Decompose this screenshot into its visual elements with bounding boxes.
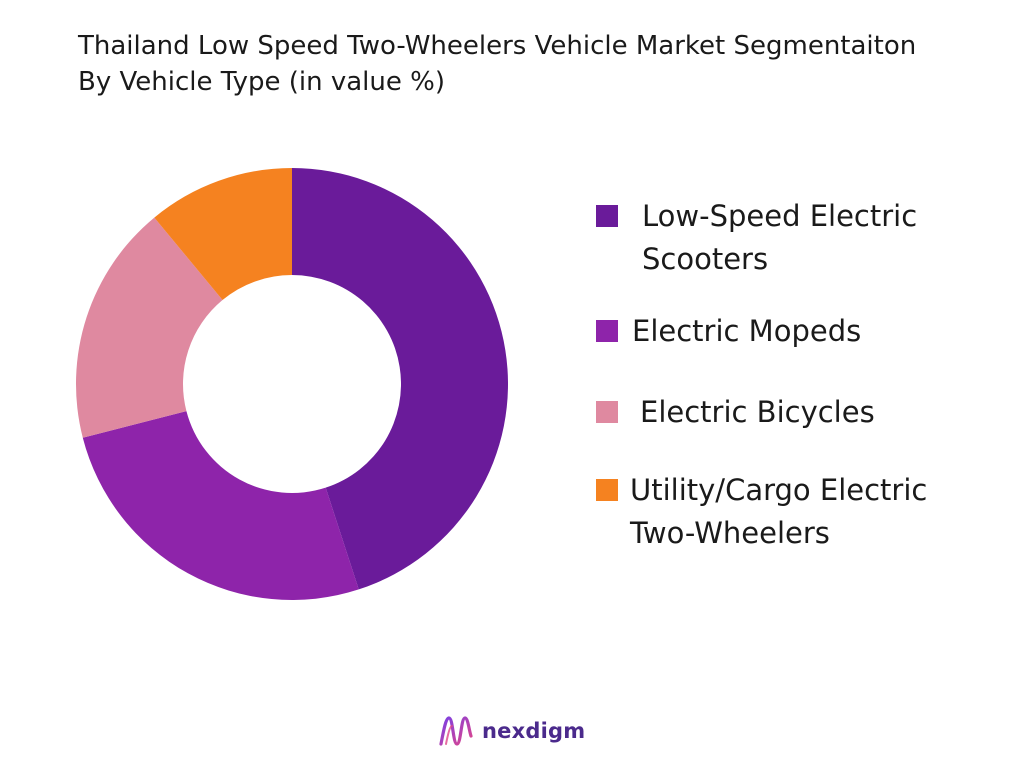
legend-swatch — [596, 479, 618, 501]
legend-label: Electric Bicycles — [640, 395, 875, 429]
legend-item-low-speed-electric-scooters: Low-Speed Electric Scooters — [596, 199, 972, 281]
donut-slice-electric-mopeds — [82, 411, 359, 601]
nexdigm-logo-text: nexdigm — [482, 719, 586, 743]
legend-item-electric-bicycles: Electric Bicycles — [596, 395, 980, 434]
donut-slice-low-speed-electric-scooters — [292, 168, 509, 590]
legend-swatch — [596, 205, 618, 227]
donut-slice-utility-cargo-electric-two-wheelers — [154, 168, 292, 301]
legend-label: Low-Speed Electric Scooters — [642, 199, 918, 276]
nexdigm-logo: nexdigm — [438, 714, 585, 748]
legend-item-electric-mopeds: Electric Mopeds — [596, 314, 972, 353]
legend-item-utility-cargo-electric-two-wheelers: Utility/Cargo Electric Two-Wheelers — [596, 473, 985, 555]
legend-swatch — [596, 401, 618, 423]
legend-label: Electric Mopeds — [632, 314, 862, 348]
nexdigm-logo-icon — [439, 716, 473, 746]
legend-label: Utility/Cargo Electric Two-Wheelers — [630, 473, 928, 550]
donut-slice-electric-bicycles — [76, 217, 223, 438]
chart-title: Thailand Low Speed Two-Wheelers Vehicle … — [78, 31, 917, 97]
legend-swatch — [596, 320, 618, 342]
